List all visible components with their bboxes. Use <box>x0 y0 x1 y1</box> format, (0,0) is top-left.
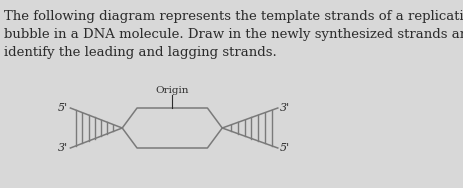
Text: 5': 5' <box>58 103 68 113</box>
Text: Origin: Origin <box>155 86 188 95</box>
Text: 3': 3' <box>279 103 289 113</box>
Text: 5': 5' <box>279 143 289 153</box>
Text: The following diagram represents the template strands of a replication
bubble in: The following diagram represents the tem… <box>4 10 463 59</box>
Text: 3': 3' <box>58 143 68 153</box>
